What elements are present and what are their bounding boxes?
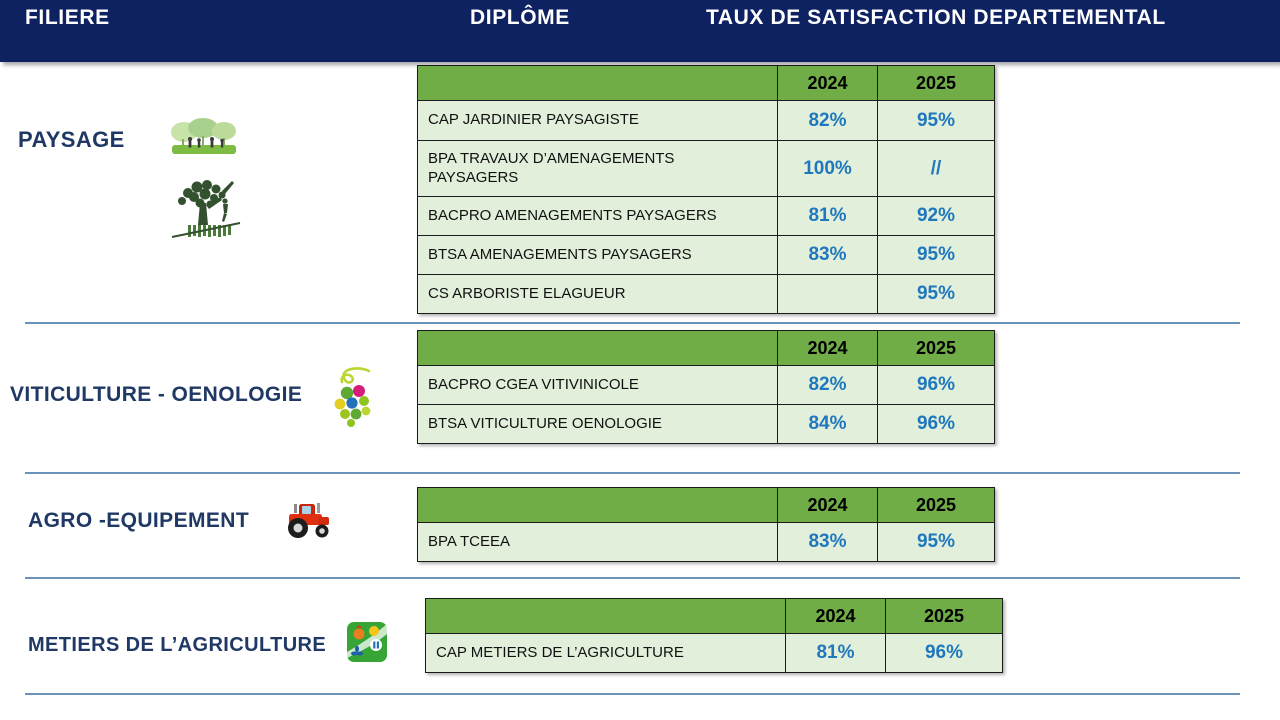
year-2025-header: 2025 xyxy=(885,598,1003,634)
viticulture-table: 2024 2025 BACPRO CGEA VITIVINICOLE 82% 96%… xyxy=(417,330,995,444)
value-2025-cell: 95% xyxy=(877,100,995,141)
table-row: BTSA VITICULTURE OENOLOGIE 84% 96% xyxy=(417,404,995,444)
table-row: BACPRO CGEA VITIVINICOLE 82% 96% xyxy=(417,365,995,405)
agriculture-badge-icon xyxy=(347,622,387,662)
year-header-row: 2024 2025 xyxy=(417,65,995,101)
table-row: CAP JARDINIER PAYSAGISTE 82% 95% xyxy=(417,100,995,141)
year-2024-header: 2024 xyxy=(785,598,886,634)
year-2025-header: 2025 xyxy=(877,65,995,101)
diploma-header-cell xyxy=(417,330,778,366)
agro-equipement-table: 2024 2025 BPA TCEEA 83% 95% xyxy=(417,487,995,562)
section-divider xyxy=(25,693,1240,695)
section-label-paysage: PAYSAGE xyxy=(18,127,125,152)
table-row: BTSA AMENAGEMENTS PAYSAGERS 83% 95% xyxy=(417,235,995,275)
diploma-cell: BTSA VITICULTURE OENOLOGIE xyxy=(417,404,778,444)
value-2024-cell: 83% xyxy=(777,522,878,562)
value-2025-cell: // xyxy=(877,140,995,197)
year-header-row: 2024 2025 xyxy=(425,598,1003,634)
header-diplome: DIPLÔME xyxy=(470,6,570,29)
value-2025-cell: 95% xyxy=(877,274,995,314)
value-2025-cell: 95% xyxy=(877,522,995,562)
diploma-cell: BTSA AMENAGEMENTS PAYSAGERS xyxy=(417,235,778,275)
value-2024-cell: 81% xyxy=(777,196,878,236)
diploma-cell: BPA TCEEA xyxy=(417,522,778,562)
grapes-icon xyxy=(334,367,371,427)
year-2024-header: 2024 xyxy=(777,330,878,366)
value-2024-cell: 83% xyxy=(777,235,878,275)
diploma-cell: BACPRO AMENAGEMENTS PAYSAGERS xyxy=(417,196,778,236)
table-row: CS ARBORISTE ELAGUEUR 95% xyxy=(417,274,995,314)
year-2024-header: 2024 xyxy=(777,65,878,101)
year-2024-header: 2024 xyxy=(777,487,878,523)
value-2025-cell: 96% xyxy=(877,404,995,444)
table-row: CAP METIERS DE L’AGRICULTURE 81% 96% xyxy=(425,633,1003,673)
year-2025-header: 2025 xyxy=(877,330,995,366)
table-row: BACPRO AMENAGEMENTS PAYSAGERS 81% 92% xyxy=(417,196,995,236)
diploma-header-cell xyxy=(417,65,778,101)
year-2025-header: 2025 xyxy=(877,487,995,523)
diploma-cell: CS ARBORISTE ELAGUEUR xyxy=(417,274,778,314)
header-taux-satisfaction: TAUX DE SATISFACTION DEPARTEMENTAL xyxy=(706,6,1166,29)
year-header-row: 2024 2025 xyxy=(417,330,995,366)
value-2024-cell: 82% xyxy=(777,365,878,405)
value-2024-cell: 84% xyxy=(777,404,878,444)
metiers-agriculture-table: 2024 2025 CAP METIERS DE L’AGRICULTURE 81… xyxy=(425,598,1003,673)
value-2025-cell: 96% xyxy=(877,365,995,405)
diploma-cell: BACPRO CGEA VITIVINICOLE xyxy=(417,365,778,405)
value-2024-cell: 81% xyxy=(785,633,886,673)
diploma-cell: CAP JARDINIER PAYSAGISTE xyxy=(417,100,778,141)
value-2025-cell: 95% xyxy=(877,235,995,275)
paysage-table: 2024 2025 CAP JARDINIER PAYSAGISTE 82% 95%… xyxy=(417,65,995,314)
tractor-icon xyxy=(288,503,329,538)
table-row: BPA TRAVAUX D’AMENAGEMENTS PAYSAGERS 100% /… xyxy=(417,140,995,197)
diploma-cell: BPA TRAVAUX D’AMENAGEMENTS PAYSAGERS xyxy=(417,140,778,197)
year-header-row: 2024 2025 xyxy=(417,487,995,523)
diploma-cell: CAP METIERS DE L’AGRICULTURE xyxy=(425,633,786,673)
section-divider xyxy=(25,322,1240,324)
value-2025-cell: 96% xyxy=(885,633,1003,673)
section-label-agro-equipement: AGRO -EQUIPEMENT xyxy=(28,509,250,532)
table-row: BPA TCEEA 83% 95% xyxy=(417,522,995,562)
diploma-header-cell xyxy=(417,487,778,523)
section-divider xyxy=(25,472,1240,474)
value-2024-cell: 100% xyxy=(777,140,878,197)
value-2024-cell: 82% xyxy=(777,100,878,141)
section-divider xyxy=(25,577,1240,579)
section-label-viticulture-oenologie: VITICULTURE - OENOLOGIE xyxy=(10,383,303,406)
header-bar: FILIERE DIPLÔME TAUX DE SATISFACTION DEP… xyxy=(0,0,1280,62)
value-2024-cell xyxy=(777,274,878,314)
arborist-tree-icon xyxy=(171,180,241,238)
park-scene-icon xyxy=(171,118,236,154)
section-label-metiers-agriculture: METIERS DE L’AGRICULTURE xyxy=(28,634,327,656)
diploma-header-cell xyxy=(425,598,786,634)
header-filiere: FILIERE xyxy=(25,6,110,29)
value-2025-cell: 92% xyxy=(877,196,995,236)
